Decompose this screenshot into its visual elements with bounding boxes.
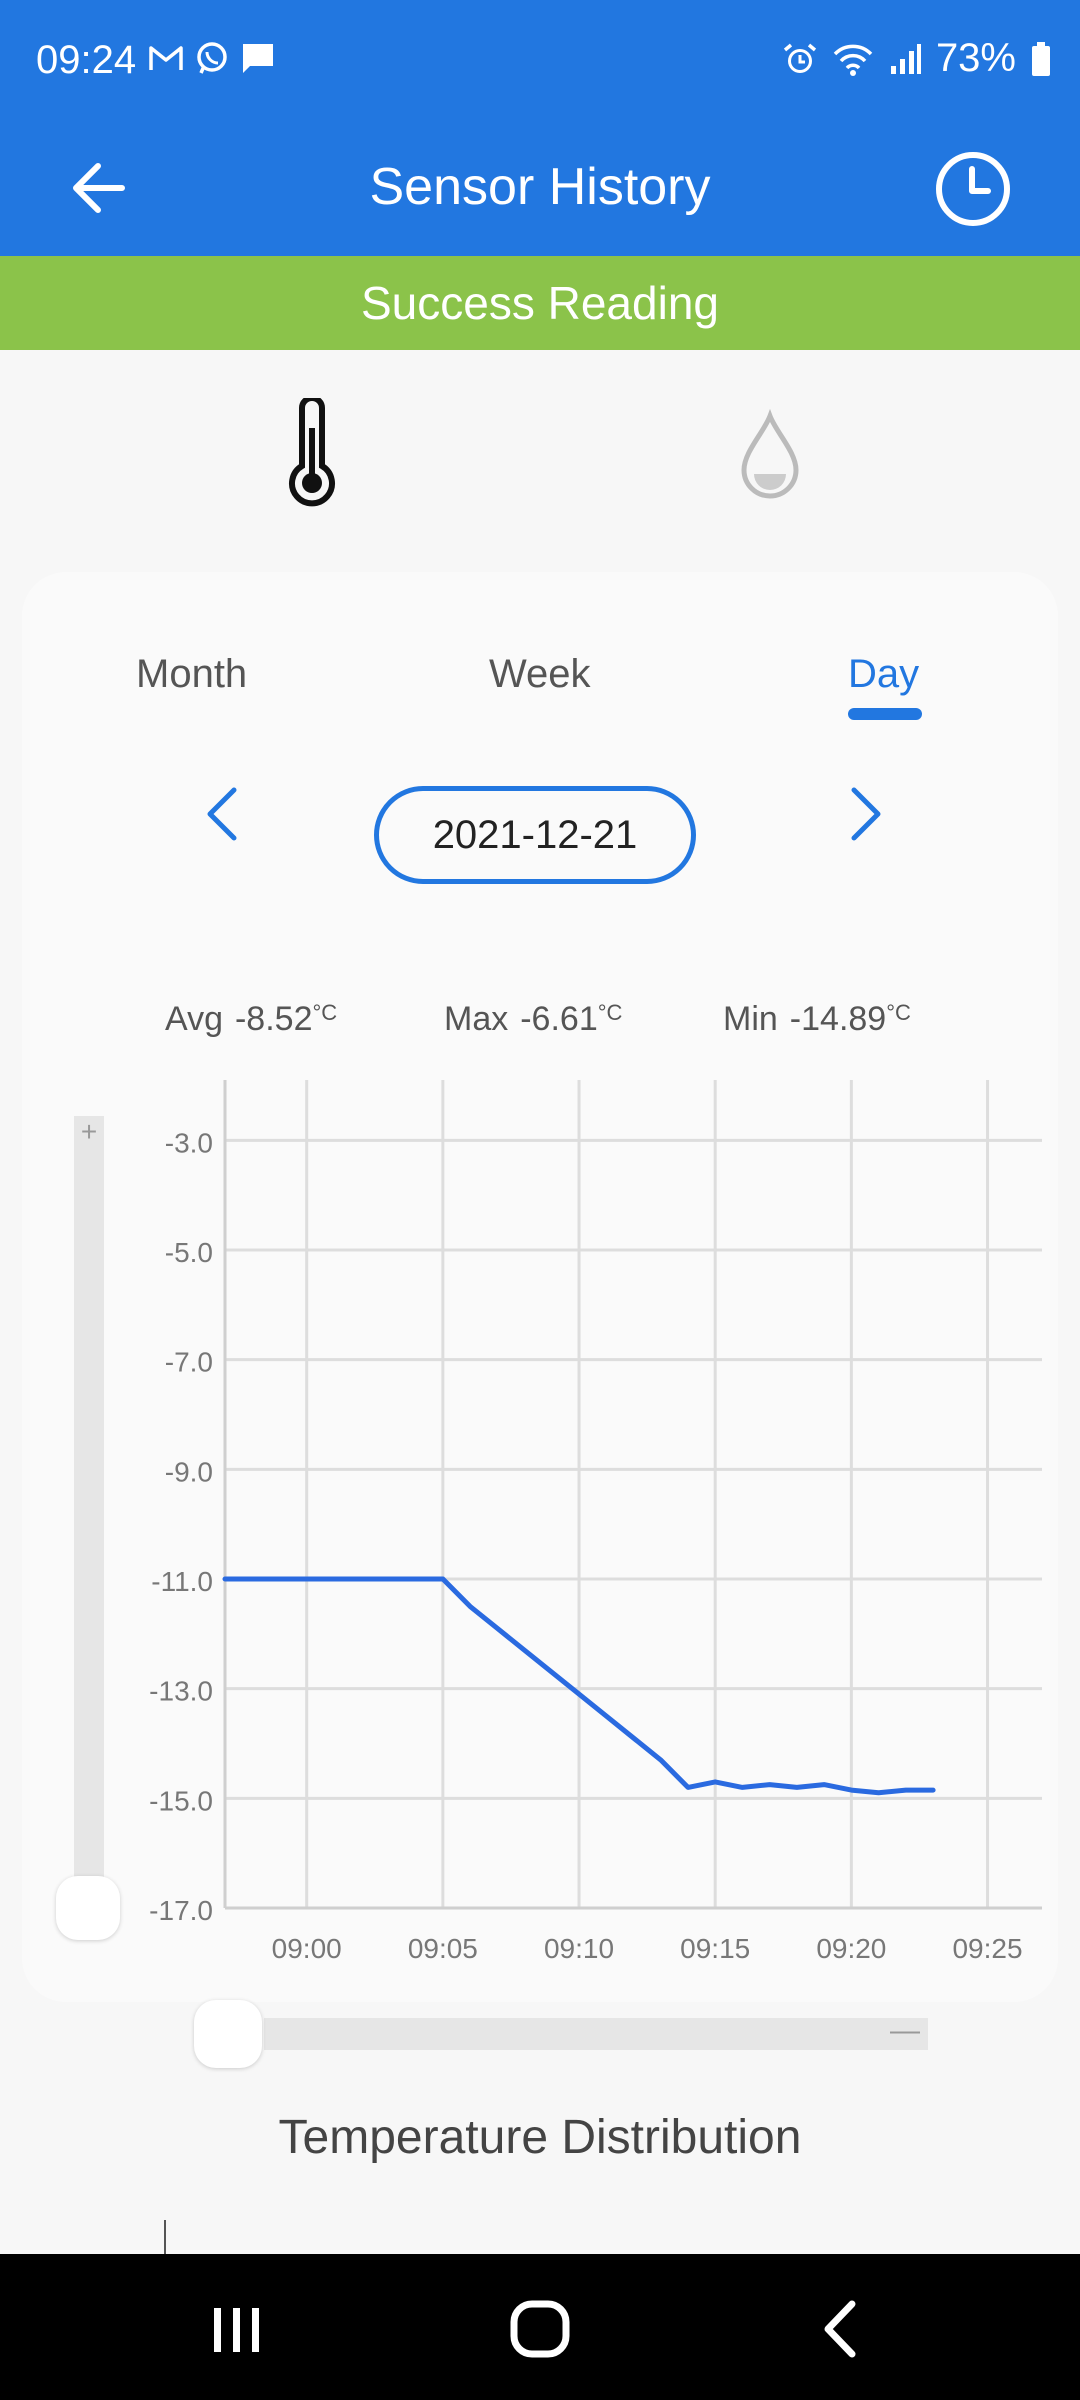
x-tick-label: 09:00 (272, 1933, 342, 1964)
tab-week[interactable]: Week (489, 652, 591, 696)
zoom-minus-label: — (890, 2014, 920, 2047)
message-icon (243, 44, 273, 73)
back-icon[interactable] (802, 2294, 882, 2364)
x-tick-label: 09:15 (680, 1933, 750, 1964)
horizontal-zoom-handle[interactable] (194, 2000, 262, 2068)
back-arrow-icon[interactable] (60, 148, 140, 228)
stat-min-unit: °C (886, 1000, 911, 1025)
horizontal-zoom-slider[interactable]: — (264, 2014, 928, 2050)
status-time: 09:24 (36, 38, 137, 82)
y-tick-label: -17.0 (149, 1895, 213, 1926)
x-tick-label: 09:10 (544, 1933, 614, 1964)
vertical-zoom-handle[interactable] (56, 1876, 120, 1940)
y-tick-label: -3.0 (165, 1127, 213, 1158)
active-tab-indicator (848, 708, 922, 720)
status-bar: 09:24 73% (0, 0, 1080, 122)
stat-avg-value: -8.52 (234, 1000, 313, 1038)
home-icon[interactable] (500, 2294, 580, 2364)
battery-icon (1032, 41, 1050, 76)
x-tick-label: 09:25 (952, 1933, 1022, 1964)
stat-max-label: Max (444, 1000, 509, 1038)
temperature-series-line (222, 1576, 936, 1796)
whatsapp-icon (197, 42, 227, 74)
stat-max: Max -6.61°C (444, 1000, 622, 1039)
previous-date-icon[interactable] (196, 782, 256, 842)
stat-avg: Avg -8.52°C (165, 1000, 337, 1039)
y-tick-label: -7.0 (165, 1347, 213, 1378)
page-title: Sensor History (369, 158, 711, 216)
history-card: Month Week Day 2021-12-21 Avg -8.52°C Max… (22, 572, 1058, 2164)
wifi-icon (833, 44, 873, 76)
recents-icon[interactable] (196, 2294, 276, 2364)
x-tick-label: 09:05 (408, 1933, 478, 1964)
y-tick-label: -15.0 (149, 1785, 213, 1816)
stat-min-value: -14.89 (789, 1000, 887, 1038)
vertical-zoom-slider[interactable]: + (74, 1116, 104, 1896)
battery-percentage: 73% (935, 36, 1016, 80)
app-bar: Sensor History (0, 122, 1080, 256)
tab-month[interactable]: Month (136, 652, 248, 696)
status-banner: Success Reading (0, 256, 1080, 350)
sensor-type-tabs (0, 350, 1080, 570)
next-date-icon[interactable] (832, 782, 892, 842)
alarm-icon (783, 43, 817, 73)
stat-max-value: -6.61 (520, 1000, 598, 1038)
system-status: 73% (782, 36, 1052, 81)
distribution-title: Temperature Distribution (278, 2111, 802, 2164)
notification-icons (148, 40, 276, 76)
distribution-axis-line (164, 2220, 166, 2256)
stat-min: Min -14.89°C (723, 1000, 911, 1039)
y-tick-label: -9.0 (165, 1456, 213, 1487)
y-tick-label: -5.0 (165, 1237, 213, 1268)
zoom-plus-label: + (80, 1116, 98, 1147)
y-tick-label: -13.0 (149, 1676, 213, 1707)
x-tick-label: 09:20 (816, 1933, 886, 1964)
y-tick-label: -11.0 (151, 1566, 213, 1597)
stat-max-unit: °C (597, 1000, 623, 1025)
stat-avg-label: Avg (165, 1000, 223, 1038)
clock-icon[interactable] (918, 134, 1028, 244)
thermometer-icon[interactable] (270, 398, 354, 508)
system-nav-bar (0, 2254, 1080, 2400)
stat-min-label: Min (723, 1000, 778, 1038)
tab-day[interactable]: Day (848, 652, 920, 696)
date-selector[interactable]: 2021-12-21 (374, 786, 696, 884)
stat-avg-unit: °C (312, 1000, 338, 1025)
gmail-icon (149, 46, 183, 70)
temperature-line-chart: -3.0 -5.0 -7.0 -9.0 -11.0 -13.0 -15.0 -17.0 09:0… (149, 1080, 1042, 1964)
water-drop-icon[interactable] (730, 408, 810, 508)
signal-icon (890, 43, 921, 74)
